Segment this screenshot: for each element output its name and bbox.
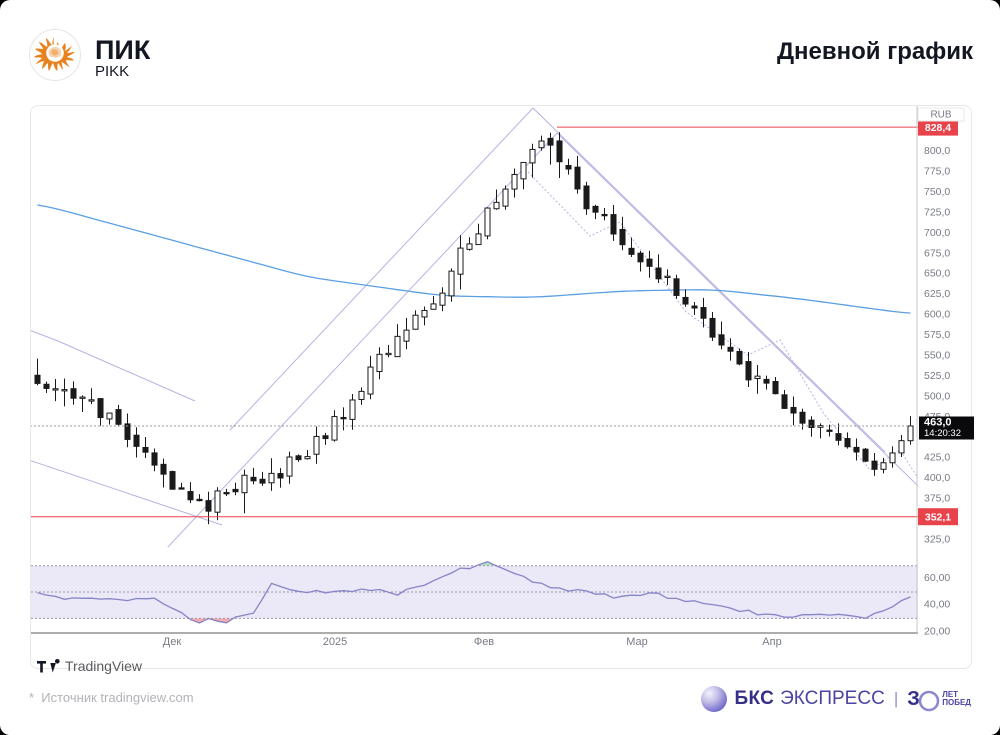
svg-text:375,0: 375,0 <box>924 493 950 505</box>
svg-text:750,0: 750,0 <box>924 186 950 198</box>
svg-text:500,0: 500,0 <box>924 390 950 402</box>
svg-text:400,0: 400,0 <box>924 472 950 484</box>
svg-text:525,0: 525,0 <box>924 370 950 382</box>
svg-text:650,0: 650,0 <box>924 268 950 280</box>
svg-text:325,0: 325,0 <box>924 534 950 546</box>
svg-text:Апр: Апр <box>762 636 781 648</box>
svg-text:40,00: 40,00 <box>924 599 950 611</box>
svg-text:2025: 2025 <box>323 636 347 648</box>
svg-text:775,0: 775,0 <box>924 166 950 178</box>
svg-text:Мар: Мар <box>626 636 648 648</box>
svg-text:725,0: 725,0 <box>924 206 950 218</box>
svg-text:828,4: 828,4 <box>925 122 951 134</box>
svg-text:RUB: RUB <box>930 110 951 121</box>
svg-text:Дек: Дек <box>163 636 182 648</box>
svg-text:675,0: 675,0 <box>924 247 950 259</box>
svg-text:Фев: Фев <box>474 636 494 648</box>
svg-text:625,0: 625,0 <box>924 288 950 300</box>
svg-text:352,1: 352,1 <box>925 511 951 523</box>
svg-text:463,0: 463,0 <box>924 417 952 429</box>
svg-text:20,00: 20,00 <box>924 625 950 637</box>
svg-text:575,0: 575,0 <box>924 329 950 341</box>
svg-text:550,0: 550,0 <box>924 350 950 362</box>
svg-text:600,0: 600,0 <box>924 309 950 321</box>
svg-text:425,0: 425,0 <box>924 452 950 464</box>
svg-text:60,00: 60,00 <box>924 572 950 584</box>
svg-text:14:20:32: 14:20:32 <box>924 428 961 439</box>
svg-text:800,0: 800,0 <box>924 145 950 157</box>
svg-text:700,0: 700,0 <box>924 227 950 239</box>
